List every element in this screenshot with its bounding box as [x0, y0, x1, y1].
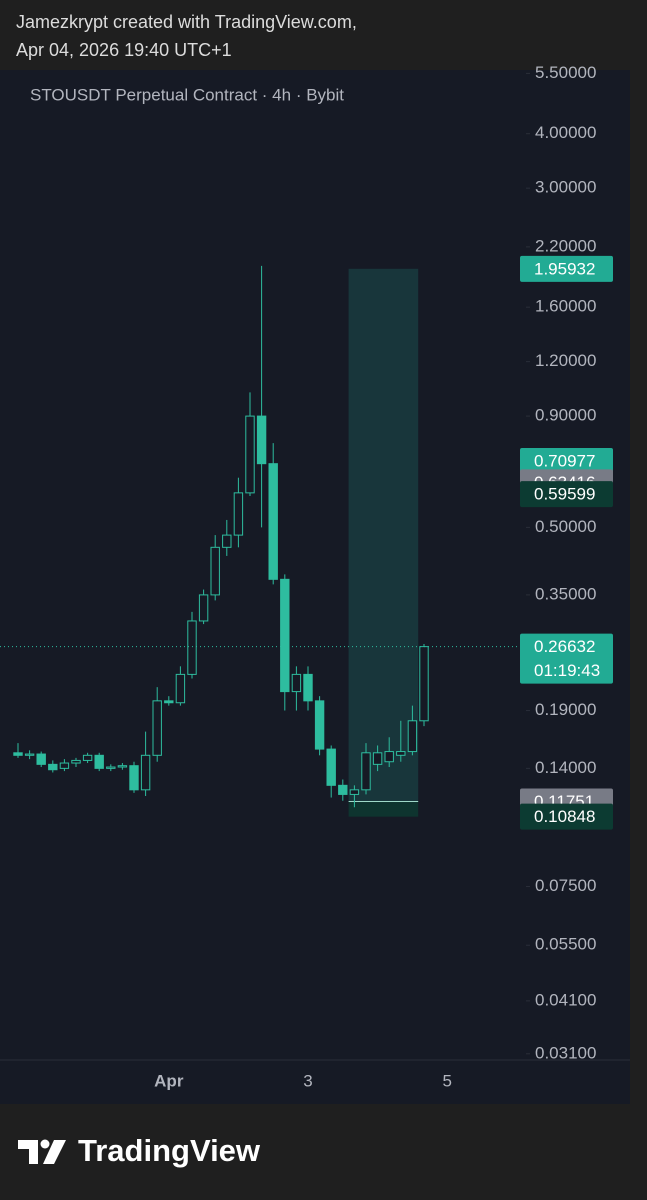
candle-down	[164, 700, 174, 704]
y-tick-label: 2.20000	[535, 236, 596, 255]
candle-up	[175, 673, 186, 704]
candle-up	[349, 789, 360, 795]
candle-up	[245, 415, 255, 494]
candle-up	[384, 751, 394, 763]
candle-up	[152, 700, 162, 756]
y-tick-label: 0.90000	[535, 406, 596, 425]
candle-up	[59, 762, 70, 769]
y-tick-label: 0.35000	[535, 584, 596, 603]
y-tick-label: 1.20000	[535, 351, 596, 370]
y-tick-label: 0.04100	[535, 990, 596, 1009]
price-marker-label: 0.70977	[534, 452, 595, 471]
candle-down	[280, 578, 290, 693]
candle-up	[291, 673, 302, 693]
date-line: Apr 04, 2026 19:40 UTC+1	[16, 40, 232, 60]
stop-zone	[348, 801, 419, 817]
candle-up	[233, 492, 244, 536]
y-tick-label: 5.50000	[535, 63, 596, 82]
candle-up	[210, 546, 220, 596]
candle-down	[338, 784, 348, 795]
candle-up	[24, 753, 35, 756]
target-zone	[348, 268, 419, 802]
plot-area	[13, 265, 429, 817]
y-tick-label: 0.14000	[535, 758, 596, 777]
candle-up	[82, 754, 93, 761]
chart-title: STOUSDT Perpetual Contract · 4h · Bybit	[30, 85, 344, 104]
candle-down	[129, 765, 139, 791]
brand: TradingView	[78, 1133, 261, 1168]
price-marker-label: 0.59599	[534, 485, 595, 504]
price-marker	[520, 255, 613, 282]
y-tick-label: 4.00000	[535, 123, 596, 142]
price-marker-label: 0.26632	[534, 637, 595, 656]
author-line: Jamezkrypt created with TradingView.com,	[16, 12, 357, 32]
price-marker	[520, 481, 613, 508]
price-marker-label: 0.10848	[534, 807, 595, 826]
x-tick-label: 3	[303, 1071, 312, 1090]
y-tick-label: 0.50000	[535, 517, 596, 536]
countdown: 01:19:43	[534, 661, 600, 680]
candle-down	[256, 415, 267, 465]
candle-down	[303, 673, 313, 702]
candle-down	[326, 748, 336, 786]
candle-up	[198, 594, 209, 622]
y-tick-label: 0.19000	[535, 700, 596, 719]
candle-up	[187, 620, 197, 675]
y-tick-label: 1.60000	[535, 297, 596, 316]
y-tick-label: 0.07500	[535, 876, 596, 895]
candle-up	[396, 751, 406, 756]
x-tick-label: 5	[442, 1071, 451, 1090]
candle-up	[71, 759, 81, 764]
candle-down	[13, 752, 23, 756]
candle-down	[314, 700, 325, 750]
chart-panel	[0, 70, 630, 1104]
candle-down	[268, 463, 278, 580]
candle-up	[419, 646, 429, 722]
candle-up	[222, 534, 232, 548]
candle-up	[140, 754, 151, 791]
price-marker	[520, 633, 613, 684]
price-marker	[520, 448, 613, 475]
y-tick-label: 0.03100	[535, 1043, 596, 1062]
candle-up	[372, 752, 383, 765]
candle-down	[94, 754, 104, 769]
candle-up	[407, 720, 418, 753]
candle-down	[48, 763, 58, 771]
candle-up	[117, 765, 128, 768]
price-marker-label: 1.95932	[534, 259, 595, 278]
y-tick-label: 0.05500	[535, 935, 596, 954]
candle-up	[106, 766, 116, 769]
candle-up	[361, 752, 371, 791]
logo	[18, 1139, 66, 1164]
x-tick-label: Apr	[154, 1071, 184, 1090]
price-marker	[520, 803, 613, 830]
candle-down	[36, 753, 46, 765]
y-tick-label: 3.00000	[535, 178, 596, 197]
